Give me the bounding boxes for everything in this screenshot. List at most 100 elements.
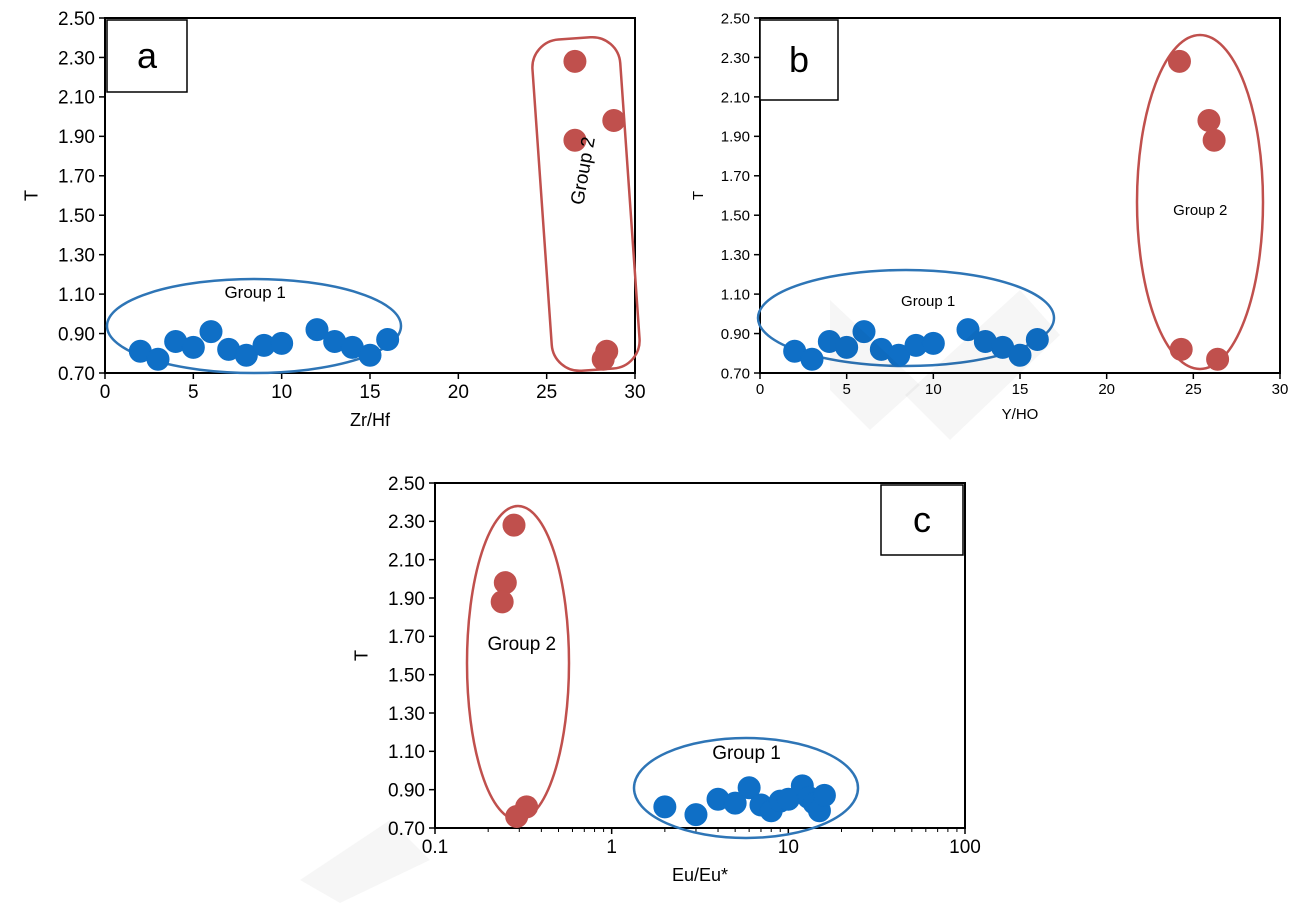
group-label: Group 1 <box>901 293 955 310</box>
data-point-group-2 <box>490 590 514 614</box>
x-tick-label: 100 <box>949 837 981 858</box>
x-tick-label: 0 <box>756 381 764 398</box>
data-point-group-1 <box>723 791 747 815</box>
chart-panel-b: 0.70 0.90 1.10 1.30 1.50 1.70 1.90 2.10 2.30 2.50… <box>690 10 1288 423</box>
y-tick-label: 1.10 <box>58 285 95 306</box>
y-tick-label: 0.90 <box>58 324 95 345</box>
data-point-group-1 <box>800 347 824 371</box>
data-point-group-2 <box>591 347 615 371</box>
data-point-group-1 <box>146 347 170 371</box>
x-tick-label: 5 <box>842 381 850 398</box>
group-label: Group 1 <box>224 283 285 302</box>
x-tick-label: 10 <box>271 382 292 403</box>
data-point-group-2 <box>602 109 626 133</box>
y-tick-label: 1.50 <box>58 206 95 227</box>
data-point-group-1 <box>181 335 205 359</box>
y-tick-label: 0.90 <box>721 326 750 343</box>
group-label: Group 2 <box>1173 202 1227 219</box>
data-point-group-1 <box>812 783 836 807</box>
data-point-group-2 <box>493 571 517 595</box>
data-point-group-1 <box>270 331 294 355</box>
group-label: Group 2 <box>487 634 556 655</box>
y-axis-label: T <box>352 650 372 661</box>
data-point-group-1 <box>653 795 677 819</box>
x-tick-label: 30 <box>1272 381 1289 398</box>
data-point-group-2 <box>1202 128 1226 152</box>
x-tick-label: 25 <box>536 382 557 403</box>
panel-label-box <box>106 19 188 93</box>
y-tick-label: 1.10 <box>388 742 425 763</box>
panel-label: c <box>913 499 931 540</box>
group-enclosure <box>632 736 860 840</box>
data-point-group-2 <box>1206 347 1230 371</box>
y-tick-label: 0.90 <box>388 781 425 802</box>
y-tick-label: 1.70 <box>58 167 95 188</box>
x-tick-label: 1 <box>606 837 617 858</box>
y-axis-label: T <box>690 191 707 200</box>
panel-label: a <box>137 35 158 76</box>
group-enclosure <box>1135 33 1265 371</box>
data-point-group-1 <box>234 343 258 367</box>
x-tick-label: 0.1 <box>422 837 448 858</box>
data-point-group-1 <box>1008 343 1032 367</box>
data-point-group-2 <box>1197 109 1221 133</box>
data-point-group-1 <box>1025 327 1049 351</box>
data-point-group-2 <box>502 513 526 537</box>
y-tick-label: 2.10 <box>58 88 95 109</box>
y-tick-label: 1.90 <box>388 589 425 610</box>
chart-panel-c: 0.70 0.90 1.10 1.30 1.50 1.70 1.90 2.10 2.30 2.50… <box>352 474 981 885</box>
y-tick-label: 2.10 <box>388 551 425 572</box>
plot-area <box>434 482 966 829</box>
y-tick-label: 2.50 <box>388 474 425 495</box>
y-tick-label: 0.70 <box>388 819 425 840</box>
data-point-group-1 <box>684 803 708 827</box>
x-axis-label: Eu/Eu* <box>672 865 728 885</box>
data-point-group-1 <box>376 327 400 351</box>
x-tick-label: 0 <box>100 382 111 403</box>
data-point-group-2 <box>1169 337 1193 361</box>
y-tick-label: 2.30 <box>58 48 95 69</box>
x-tick-label: 15 <box>1012 381 1029 398</box>
y-tick-label: 2.30 <box>721 50 750 67</box>
panel-label-box <box>880 484 964 556</box>
y-tick-label: 1.70 <box>388 627 425 648</box>
data-point-group-1 <box>887 343 911 367</box>
data-point-group-2 <box>1167 49 1191 73</box>
y-tick-label: 2.30 <box>388 512 425 533</box>
x-axis-label: Y/HO <box>1002 406 1039 423</box>
x-tick-label: 5 <box>188 382 199 403</box>
x-tick-label: 20 <box>448 382 469 403</box>
data-point-group-1 <box>305 318 329 342</box>
data-point-group-2 <box>563 49 587 73</box>
y-tick-label: 1.70 <box>721 168 750 185</box>
y-tick-label: 2.50 <box>58 9 95 30</box>
x-tick-label: 25 <box>1185 381 1202 398</box>
y-tick-label: 0.70 <box>58 364 95 385</box>
x-tick-label: 10 <box>925 381 942 398</box>
group-enclosure <box>105 277 403 375</box>
data-point-group-1 <box>199 320 223 344</box>
x-tick-label: 20 <box>1098 381 1115 398</box>
y-tick-label: 2.50 <box>721 10 750 27</box>
data-point-group-1 <box>852 320 876 344</box>
data-point-group-1 <box>956 318 980 342</box>
data-point-group-1 <box>737 776 761 800</box>
data-point-group-2 <box>563 128 587 152</box>
panel-label: b <box>789 39 809 80</box>
y-tick-label: 1.30 <box>388 704 425 725</box>
y-tick-label: 1.10 <box>721 287 750 304</box>
plot-area <box>759 17 1281 374</box>
data-point-group-1 <box>835 335 859 359</box>
data-point-group-2 <box>505 805 529 828</box>
x-tick-label: 30 <box>624 382 645 403</box>
x-axis-label: Zr/Hf <box>350 410 391 430</box>
x-tick-label: 10 <box>778 837 799 858</box>
panel-label-box <box>759 19 839 101</box>
y-tick-label: 0.70 <box>721 365 750 382</box>
data-point-group-1 <box>358 343 382 367</box>
y-tick-label: 1.90 <box>58 127 95 148</box>
y-tick-label: 1.50 <box>721 208 750 225</box>
data-point-group-1 <box>921 331 945 355</box>
group-enclosure <box>531 35 641 373</box>
